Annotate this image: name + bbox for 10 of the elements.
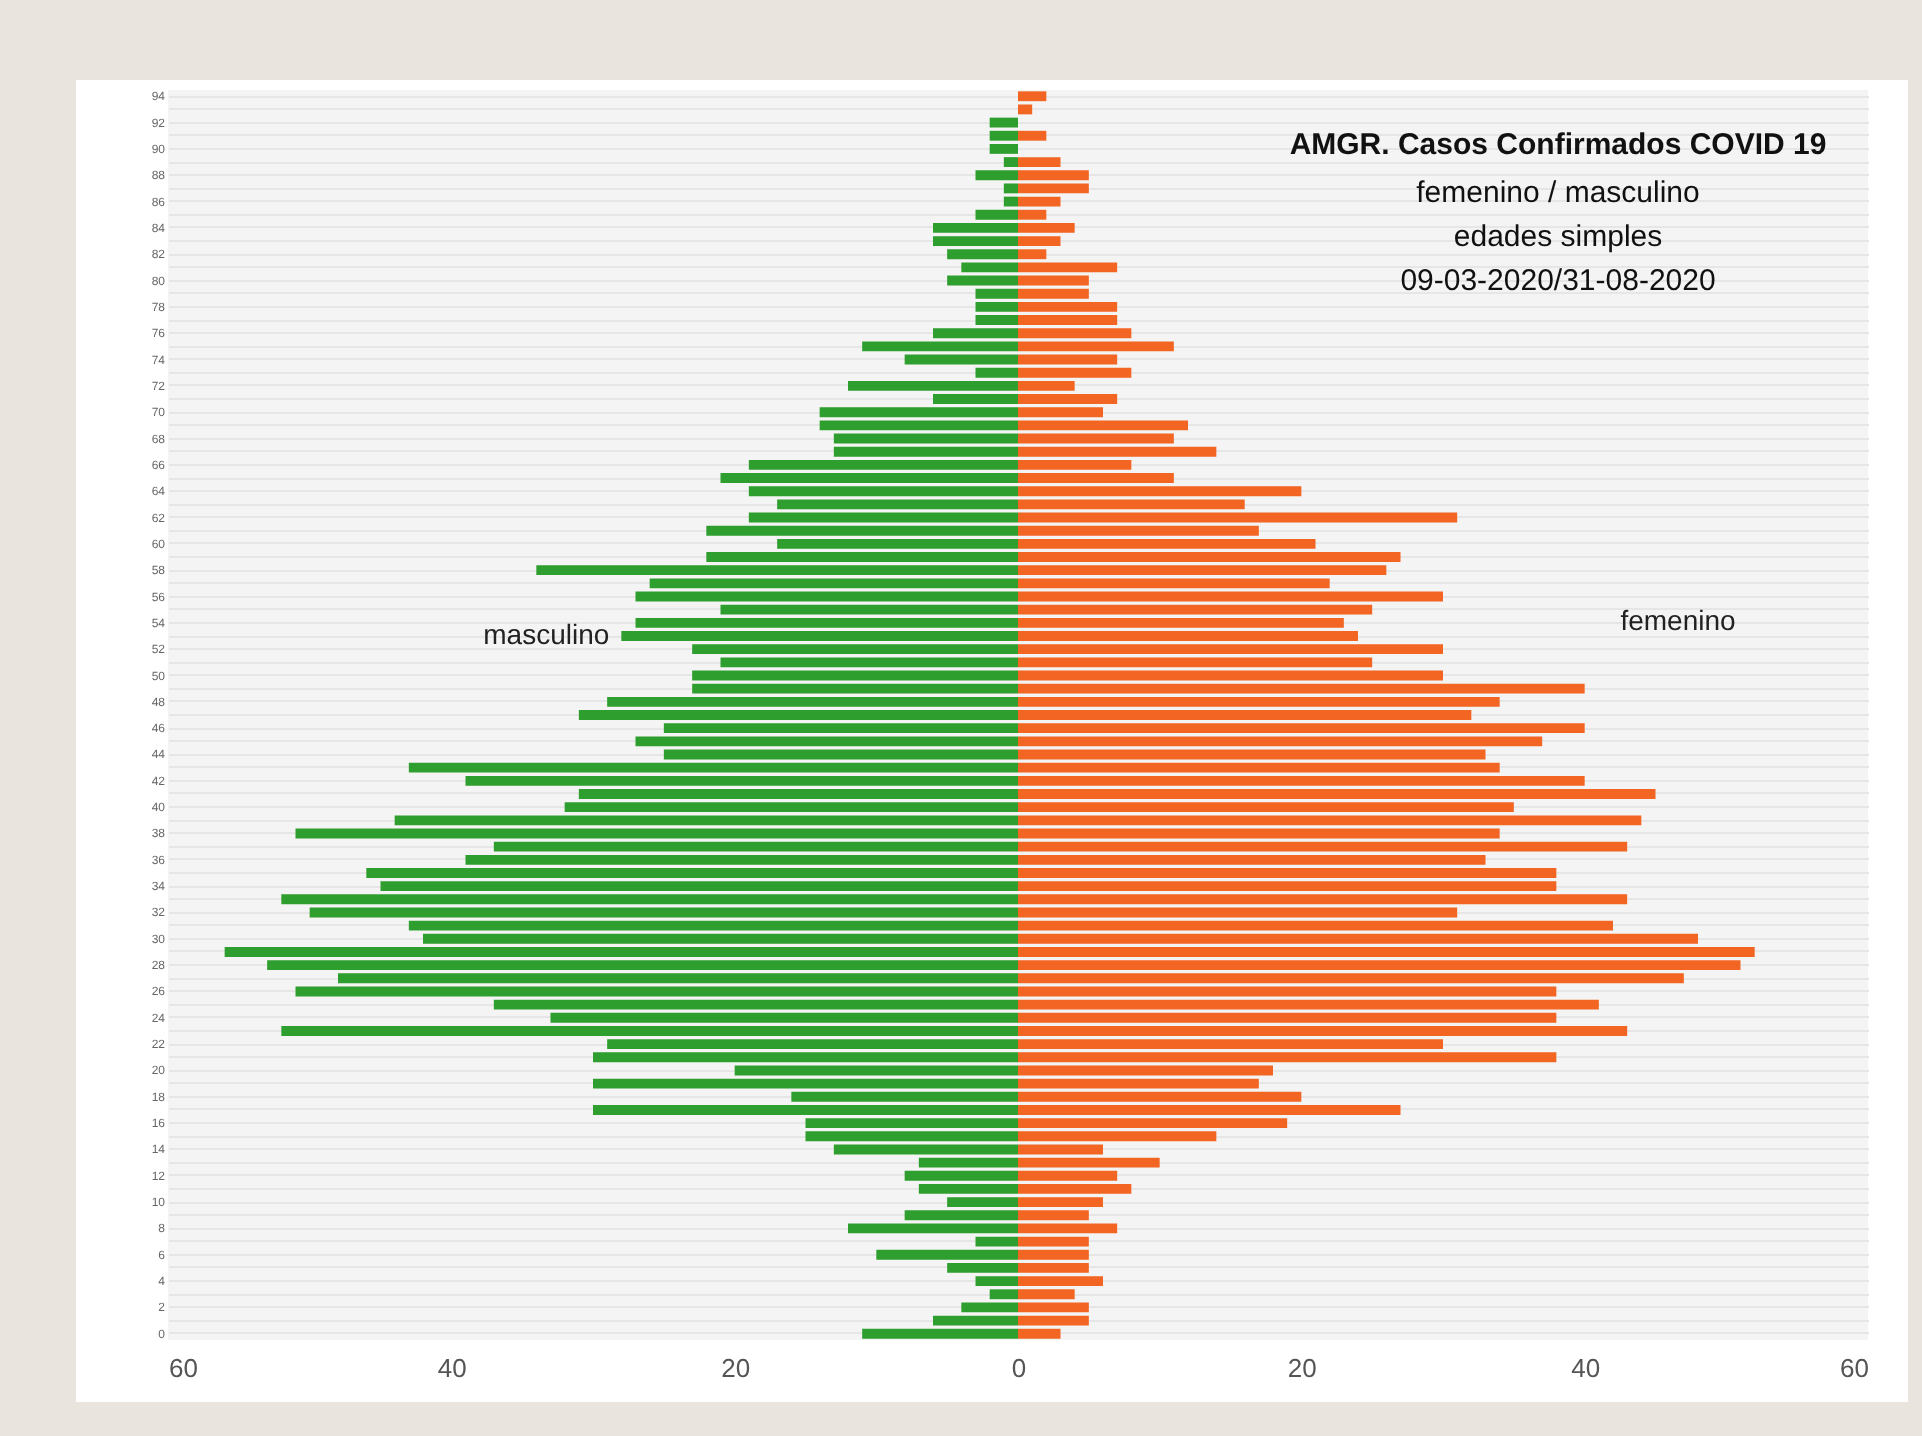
text: AMGR. Casos Confirmados COVID 19 xyxy=(1289,128,1827,162)
x-tick-label: 40 xyxy=(1571,1353,1601,1383)
x-tick-label: 20 xyxy=(721,1353,751,1383)
text: femenino / masculino edades simples 09-03-2020/31-08-2020 xyxy=(1400,176,1716,298)
text: femenino xyxy=(1620,604,1737,636)
x-tick-label: 40 xyxy=(437,1353,467,1383)
x-tick-label: 0 xyxy=(1011,1353,1027,1383)
x-tick-label: 20 xyxy=(1287,1353,1317,1383)
x-tick-label: 60 xyxy=(1840,1353,1869,1383)
series-label: masculino xyxy=(483,618,610,651)
